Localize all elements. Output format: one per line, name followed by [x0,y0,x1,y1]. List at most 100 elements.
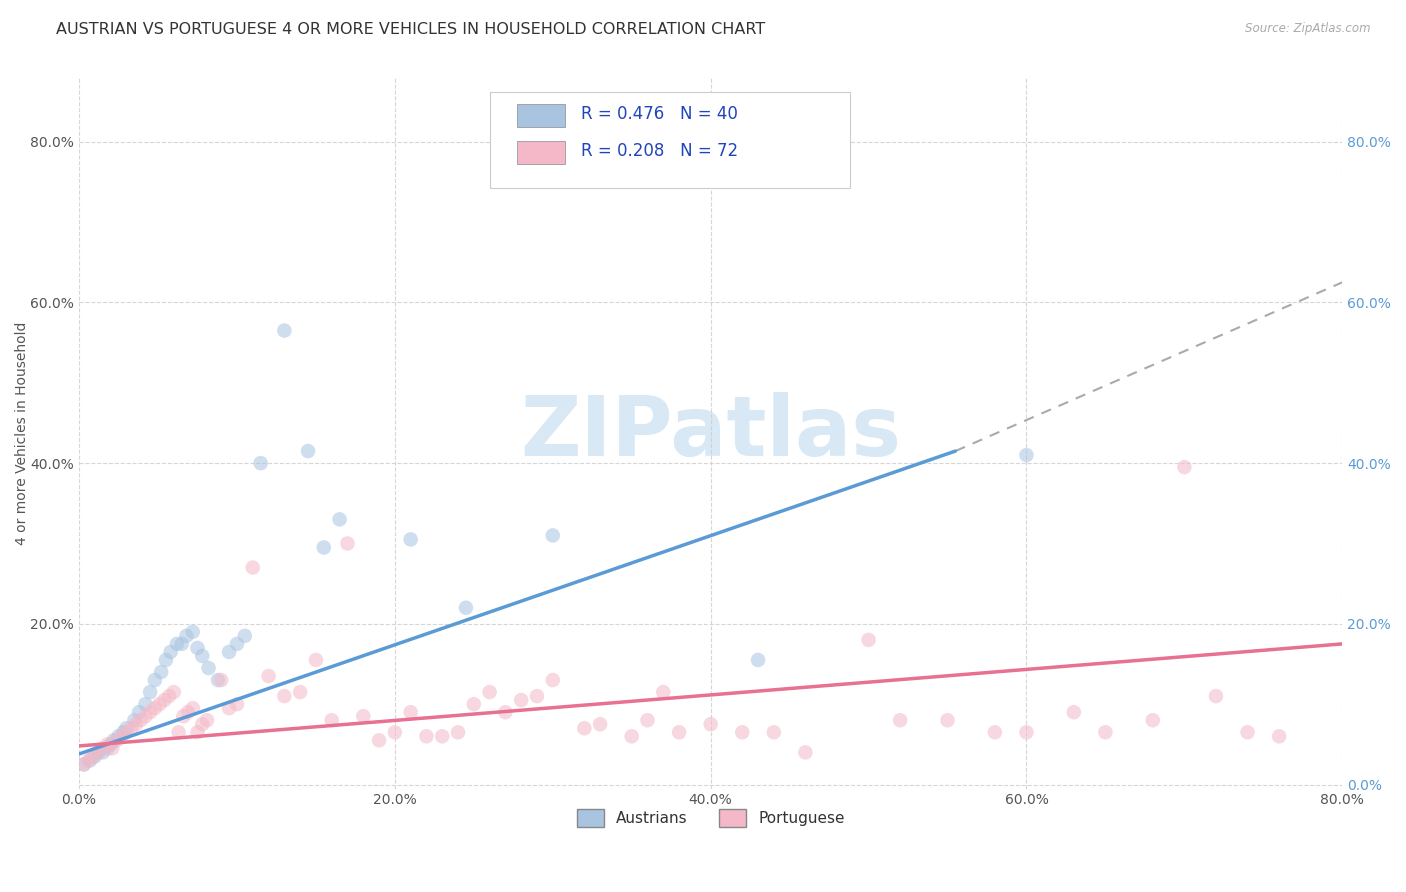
Point [257,669,280,683]
Point [149,697,172,711]
Point [336,536,359,550]
Point [150,665,173,679]
Point [181,624,204,639]
Point [124,713,146,727]
Point [242,560,264,574]
Point [399,533,422,547]
Text: Source: ZipAtlas.com: Source: ZipAtlas.com [1246,22,1371,36]
Point [218,645,240,659]
Point [1015,448,1038,462]
Y-axis label: 4 or more Vehicles in Household: 4 or more Vehicles in Household [15,321,30,545]
Point [96,737,118,751]
Point [226,697,249,711]
Point [129,713,152,727]
Point [305,653,328,667]
Point [115,725,138,739]
Point [101,741,124,756]
Point [134,709,156,723]
Point [463,697,485,711]
Point [368,733,391,747]
Point [125,717,148,731]
Point [181,701,204,715]
Point [541,673,564,687]
Point [139,685,162,699]
Point [747,653,769,667]
Text: R = 0.208   N = 72: R = 0.208 N = 72 [581,143,738,161]
Point [454,600,477,615]
Point [82,749,104,764]
Point [273,324,295,338]
Point [574,721,596,735]
Point [207,673,229,687]
Bar [517,141,565,164]
Point [195,713,218,727]
Point [83,749,105,764]
Point [186,725,208,739]
Point [155,653,177,667]
Point [858,632,880,647]
Point [105,733,128,747]
Point [1236,725,1258,739]
Point [112,725,135,739]
Text: ZIPatlas: ZIPatlas [520,392,901,474]
Point [197,661,219,675]
Point [652,685,675,699]
Point [100,737,122,751]
Point [1015,725,1038,739]
Point [699,717,721,731]
Point [352,709,374,723]
Point [226,637,249,651]
Point [1173,460,1195,475]
Point [762,725,785,739]
Point [384,725,406,739]
Point [77,753,100,767]
Point [73,757,96,772]
Point [73,757,96,772]
Point [541,528,564,542]
Point [177,705,200,719]
Point [510,693,533,707]
Point [91,741,114,756]
Point [139,705,162,719]
Bar [517,103,565,128]
Point [731,725,754,739]
Point [107,729,129,743]
Point [288,685,311,699]
Point [637,713,659,727]
Point [143,701,166,715]
Point [233,629,256,643]
Point [889,713,911,727]
Point [249,456,271,470]
Legend: Austrians, Portuguese: Austrians, Portuguese [569,801,852,834]
Point [103,733,125,747]
Point [167,725,190,739]
Point [415,729,437,743]
Point [936,713,959,727]
Point [1142,713,1164,727]
Point [111,729,134,743]
Point [176,629,198,643]
Point [620,729,643,743]
Point [186,640,208,655]
Point [297,444,319,458]
Point [273,689,295,703]
Point [191,717,214,731]
Point [1094,725,1116,739]
Point [589,717,612,731]
Point [79,753,101,767]
Text: AUSTRIAN VS PORTUGUESE 4 OR MORE VEHICLES IN HOUSEHOLD CORRELATION CHART: AUSTRIAN VS PORTUGUESE 4 OR MORE VEHICLE… [56,22,765,37]
Point [321,713,343,727]
Point [312,541,335,555]
Point [172,709,194,723]
Point [1205,689,1227,703]
Point [96,741,118,756]
Point [478,685,501,699]
Point [494,705,516,719]
Point [432,729,454,743]
Text: R = 0.476   N = 40: R = 0.476 N = 40 [581,105,737,123]
Point [984,725,1007,739]
Point [794,745,817,759]
Point [399,705,422,719]
Point [159,645,181,659]
Point [87,745,110,759]
